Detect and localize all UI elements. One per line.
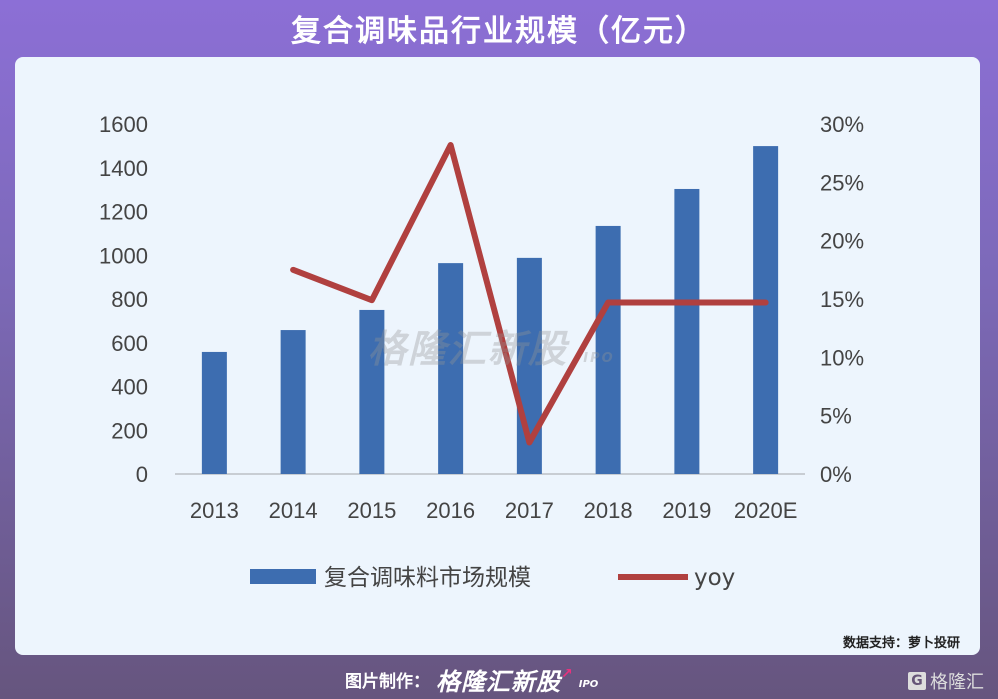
watermark: 格隆汇新股 IPO: [368, 318, 615, 373]
left-tick-label: 400: [111, 375, 148, 400]
bar-2014: [280, 330, 306, 474]
chart-card: [15, 57, 980, 655]
footer-logo-sub: IPO: [578, 679, 599, 690]
right-tick-label: 30%: [820, 112, 864, 137]
right-tick-label: 25%: [820, 170, 864, 195]
bar-2019: [674, 188, 700, 474]
left-tick-label: 1200: [99, 200, 148, 225]
right-tick-label: 0%: [820, 462, 852, 487]
legend-line-label: yoy: [694, 565, 735, 591]
x-tick-label: 2016: [426, 498, 475, 523]
footer-logo: 格隆汇新股: [436, 668, 561, 696]
trend-arrow-icon: ↗: [561, 665, 573, 682]
left-tick-label: 600: [111, 331, 148, 356]
right-tick-label: 15%: [820, 287, 864, 312]
x-tick-label: 2018: [584, 498, 633, 523]
chart-title: 复合调味品行业规模（亿元）: [291, 14, 707, 49]
left-tick-label: 200: [111, 418, 148, 443]
x-tick-label: 2017: [505, 498, 554, 523]
footer-label: 图片制作：: [345, 672, 430, 692]
x-tick-label: 2020E: [734, 498, 798, 523]
watermark-sub: IPO: [583, 351, 615, 366]
legend-bar-label: 复合调味料市场规模: [324, 565, 531, 591]
left-tick-label: 1000: [99, 243, 148, 268]
x-tick-label: 2014: [269, 498, 318, 523]
left-tick-label: 1400: [99, 156, 148, 181]
bar-2016: [438, 263, 464, 474]
watermark-text: 格隆汇新股: [368, 327, 569, 371]
footer: 图片制作： 格隆汇新股 ↗ IPO: [345, 662, 598, 697]
right-tick-label: 10%: [820, 345, 864, 370]
left-tick-label: 0: [136, 462, 148, 487]
legend-bar-swatch: [250, 569, 316, 584]
bar-2018: [595, 225, 621, 474]
bar-2013: [201, 351, 227, 474]
right-tick-label: 20%: [820, 229, 864, 254]
data-source: 数据支持：萝卜投研: [842, 636, 960, 651]
x-tick-label: 2013: [190, 498, 239, 523]
bar-2020E: [753, 146, 779, 474]
brand-text: 格隆汇: [930, 672, 984, 693]
left-tick-label: 1600: [99, 112, 148, 137]
brand-icon: G: [908, 672, 926, 690]
brand-logo: G 格隆汇: [908, 668, 984, 694]
left-tick-label: 800: [111, 287, 148, 312]
x-tick-label: 2015: [347, 498, 396, 523]
right-tick-label: 5%: [820, 404, 852, 429]
x-tick-label: 2019: [662, 498, 711, 523]
bar-2015: [359, 309, 385, 474]
